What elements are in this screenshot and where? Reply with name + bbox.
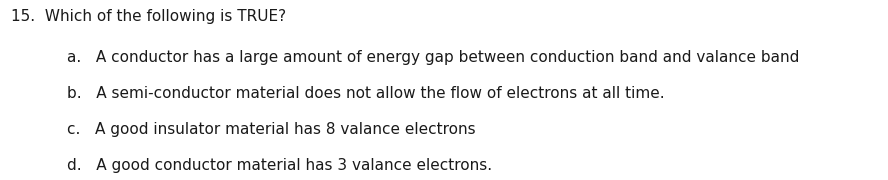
Text: c.   A good insulator material has 8 valance electrons: c. A good insulator material has 8 valan… — [67, 122, 475, 137]
Text: a.   A conductor has a large amount of energy gap between conduction band and va: a. A conductor has a large amount of ene… — [67, 50, 799, 65]
Text: 15.  Which of the following is TRUE?: 15. Which of the following is TRUE? — [11, 9, 286, 24]
Text: b.   A semi-conductor material does not allow the flow of electrons at all time.: b. A semi-conductor material does not al… — [67, 86, 664, 101]
Text: d.   A good conductor material has 3 valance electrons.: d. A good conductor material has 3 valan… — [67, 158, 492, 173]
